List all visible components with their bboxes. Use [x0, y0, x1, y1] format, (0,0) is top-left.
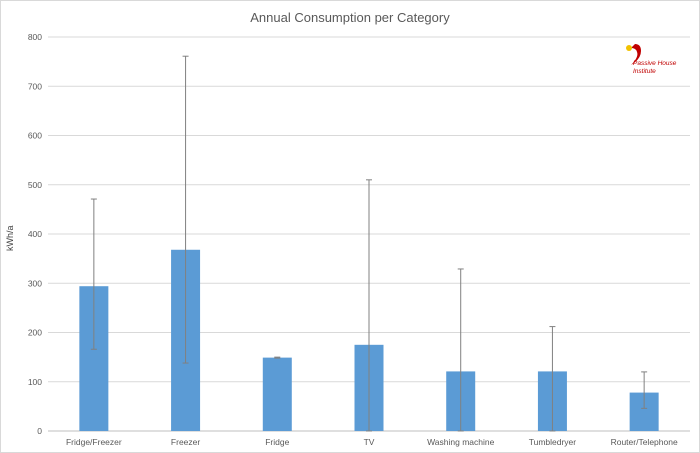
chart-title: Annual Consumption per Category [250, 10, 450, 25]
x-tick-label: Washing machine [427, 437, 495, 447]
x-tick-label: Freezer [171, 437, 200, 447]
x-tick-label: Fridge/Freezer [66, 437, 122, 447]
y-tick-label: 400 [28, 229, 42, 239]
svg-text:Passive House Institut: Passive House Institute [633, 60, 678, 75]
y-tick-label: 800 [28, 32, 42, 42]
y-tick-label: 0 [37, 426, 42, 436]
y-tick-label: 700 [28, 81, 42, 91]
logo-text-line: Passive House [633, 60, 677, 67]
x-tick-label: Fridge [265, 437, 289, 447]
x-tick-label: Tumbledryer [529, 437, 577, 447]
y-tick-label: 100 [28, 377, 42, 387]
y-tick-label: 600 [28, 131, 42, 141]
logo-text-line: Institute [633, 68, 656, 75]
y-tick-label: 500 [28, 180, 42, 190]
passive-house-institute-logo: Passive House Institute [626, 44, 678, 75]
x-tick-label: Router/Telephone [611, 437, 678, 447]
bar [262, 357, 292, 431]
x-tick-label: TV [364, 437, 375, 447]
y-tick-label: 200 [28, 328, 42, 338]
y-tick-label: 300 [28, 278, 42, 288]
